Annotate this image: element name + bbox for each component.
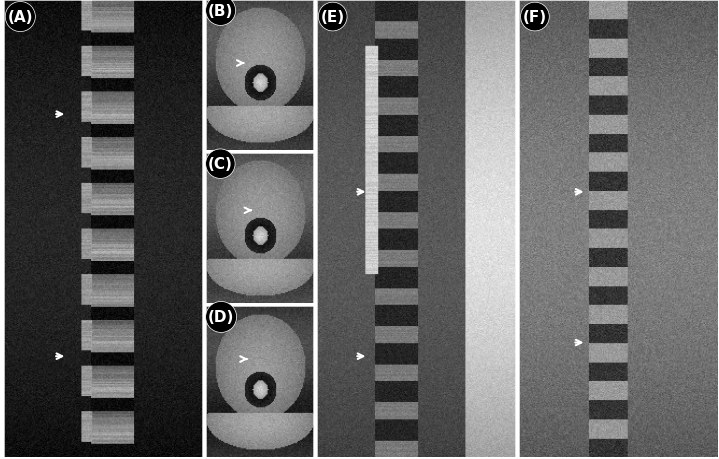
Text: (E): (E) [321,10,345,25]
Text: (D): (D) [208,310,234,325]
Text: (A): (A) [8,10,33,25]
Text: (F): (F) [523,10,547,25]
Text: (C): (C) [208,157,233,172]
Text: (B): (B) [208,4,233,19]
